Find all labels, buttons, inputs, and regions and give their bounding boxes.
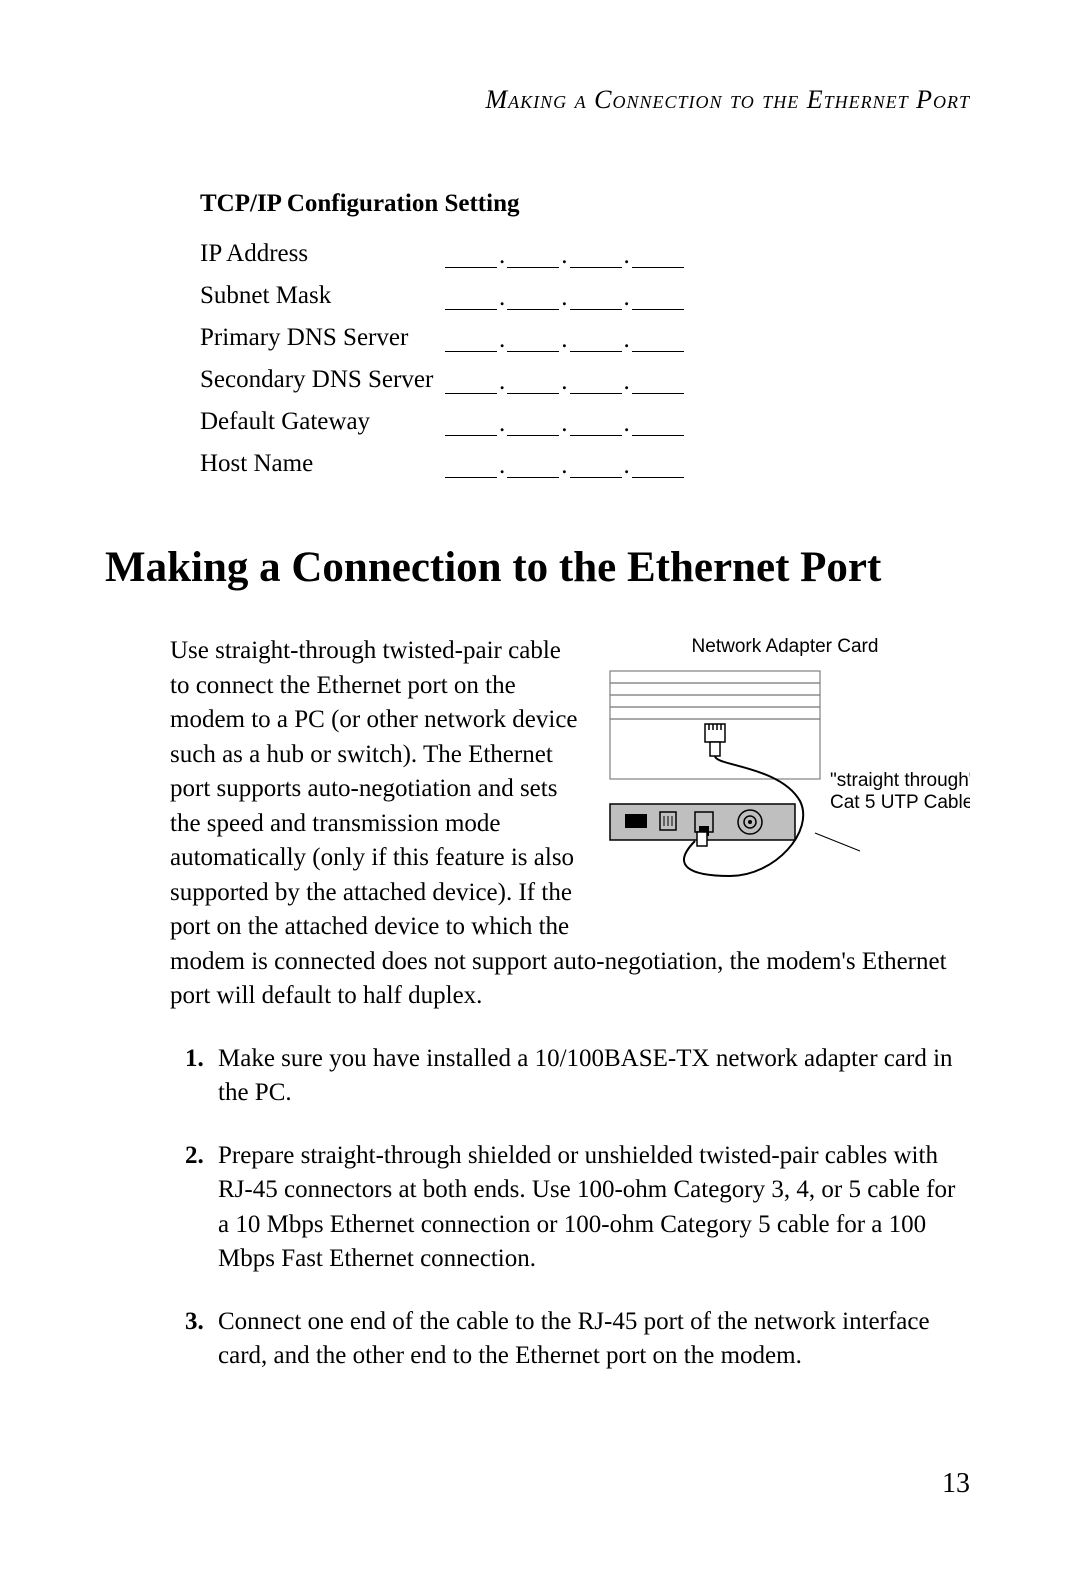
ip-blank-fields: ...	[445, 285, 684, 310]
config-label-subnet-mask: Subnet Mask	[200, 282, 445, 310]
body-content: Network Adapter Card	[170, 634, 970, 1374]
config-label-host-name: Host Name	[200, 450, 445, 478]
step-text: Prepare straight-through shielded or uns…	[218, 1142, 955, 1273]
config-row: Subnet Mask ...	[200, 276, 970, 310]
steps-list: Make sure you have installed a 10/100BAS…	[170, 1042, 970, 1374]
diagram-side-label-2: Cat 5 UTP Cable	[830, 792, 970, 813]
ethernet-diagram-svg: "straight through" Cat 5 UTP Cable	[600, 666, 970, 901]
config-row: Primary DNS Server ...	[200, 318, 970, 352]
running-header: Making a Connection to the Ethernet Port	[105, 85, 970, 115]
step-item: Prepare straight-through shielded or uns…	[210, 1139, 970, 1277]
page-number: 13	[942, 1468, 970, 1500]
diagram-side-label-1: "straight through"	[830, 770, 970, 791]
config-label-primary-dns: Primary DNS Server	[200, 324, 445, 352]
ip-blank-fields: ...	[445, 411, 684, 436]
ip-blank-fields: ...	[445, 243, 684, 268]
step-text: Make sure you have installed a 10/100BAS…	[218, 1045, 953, 1107]
step-item: Connect one end of the cable to the RJ-4…	[210, 1305, 970, 1374]
config-row: IP Address ...	[200, 234, 970, 268]
config-label-ip-address: IP Address	[200, 240, 445, 268]
ip-blank-fields: ...	[445, 327, 684, 352]
config-row: Default Gateway ...	[200, 402, 970, 436]
section-title: Making a Connection to the Ethernet Port	[105, 543, 970, 592]
config-label-default-gateway: Default Gateway	[200, 408, 445, 436]
step-item: Make sure you have installed a 10/100BAS…	[210, 1042, 970, 1111]
config-row: Host Name ...	[200, 444, 970, 478]
diagram-top-label: Network Adapter Card	[600, 634, 970, 660]
page: Making a Connection to the Ethernet Port…	[0, 0, 1080, 1570]
connection-diagram: Network Adapter Card	[600, 634, 970, 901]
intro-wrap: Network Adapter Card	[170, 634, 970, 1014]
step-text: Connect one end of the cable to the RJ-4…	[218, 1308, 930, 1370]
svg-text:"straight through": "straight through" Cat 5 UTP Cable	[830, 770, 970, 813]
ip-blank-fields: ...	[445, 369, 684, 394]
config-row: Secondary DNS Server ...	[200, 360, 970, 394]
ip-blank-fields: ...	[445, 453, 684, 478]
tcpip-config-block: TCP/IP Configuration Setting IP Address …	[200, 190, 970, 478]
config-label-secondary-dns: Secondary DNS Server	[200, 366, 445, 394]
config-heading: TCP/IP Configuration Setting	[200, 190, 970, 218]
